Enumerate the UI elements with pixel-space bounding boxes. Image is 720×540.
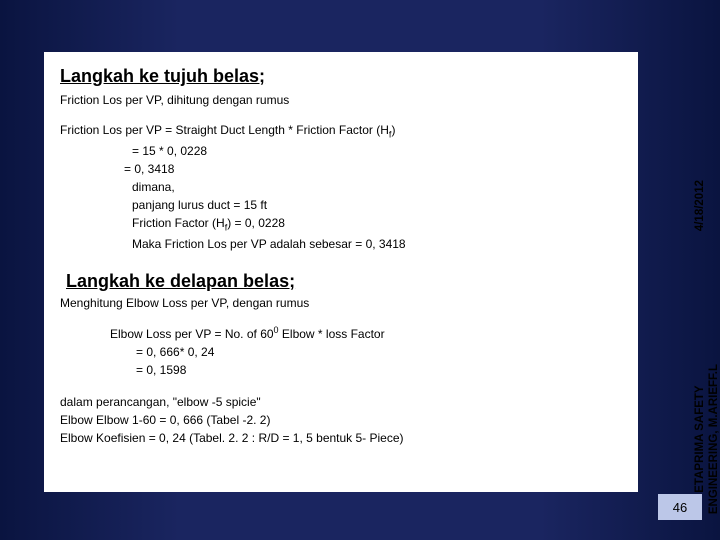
friction-calc-line2: = 15 * 0, 0228 bbox=[60, 142, 622, 160]
friction-result: Maka Friction Los per VP adalah sebesar … bbox=[60, 235, 622, 253]
friction-calc-line3: = 0, 3418 bbox=[60, 160, 622, 178]
page-number: 46 bbox=[673, 500, 687, 515]
subtitle-step-17: Friction Los per VP, dihitung dengan rum… bbox=[60, 93, 622, 107]
heading-step-17: Langkah ke tujuh belas; bbox=[60, 66, 622, 87]
design-note-line3: Elbow Koefisien = 0, 24 (Tabel. 2. 2 : R… bbox=[60, 429, 622, 447]
text: ) = 0, 0228 bbox=[227, 216, 285, 230]
friction-note-dimana: dimana, bbox=[60, 178, 622, 196]
text: ) bbox=[391, 123, 395, 137]
subtitle-step-18: Menghitung Elbow Loss per VP, dengan rum… bbox=[60, 296, 622, 310]
elbow-formula-line1: Elbow Loss per VP = No. of 600 Elbow * l… bbox=[60, 324, 622, 343]
design-note-line1: dalam perancangan, "elbow -5 spicie" bbox=[60, 393, 622, 411]
formula-block-elbow: Elbow Loss per VP = No. of 600 Elbow * l… bbox=[60, 324, 622, 379]
friction-formula-line1: Friction Los per VP = Straight Duct Leng… bbox=[60, 123, 395, 137]
source-vertical-label: ETAPRIMA SAFETY ENGINEERING, M.ARIEFF.L bbox=[694, 364, 720, 514]
elbow-calc-line2: = 0, 666* 0, 24 bbox=[60, 343, 622, 361]
heading-step-18: Langkah ke delapan belas; bbox=[60, 271, 622, 292]
source-line2: ENGINEERING, M.ARIEFF.L bbox=[708, 364, 720, 514]
date-vertical-label: 4/18/2012 bbox=[694, 180, 706, 231]
content-card: Langkah ke tujuh belas; Friction Los per… bbox=[44, 52, 638, 492]
formula-block-friction: Friction Los per VP = Straight Duct Leng… bbox=[60, 121, 622, 253]
text: Friction Factor (H bbox=[132, 216, 225, 230]
design-notes-block: dalam perancangan, "elbow -5 spicie" Elb… bbox=[60, 393, 622, 447]
source-line1: ETAPRIMA SAFETY bbox=[694, 385, 706, 492]
text: Elbow * loss Factor bbox=[279, 327, 385, 341]
text: Friction Los per VP = Straight Duct Leng… bbox=[60, 123, 389, 137]
design-note-line2: Elbow Elbow 1-60 = 0, 666 (Tabel -2. 2) bbox=[60, 411, 622, 429]
friction-note-factor: Friction Factor (Hf) = 0, 0228 bbox=[60, 214, 622, 235]
text: Elbow Loss per VP = No. of 60 bbox=[110, 327, 274, 341]
elbow-calc-line3: = 0, 1598 bbox=[60, 361, 622, 379]
page-number-badge: 46 bbox=[658, 494, 702, 520]
friction-note-length: panjang lurus duct = 15 ft bbox=[60, 196, 622, 214]
